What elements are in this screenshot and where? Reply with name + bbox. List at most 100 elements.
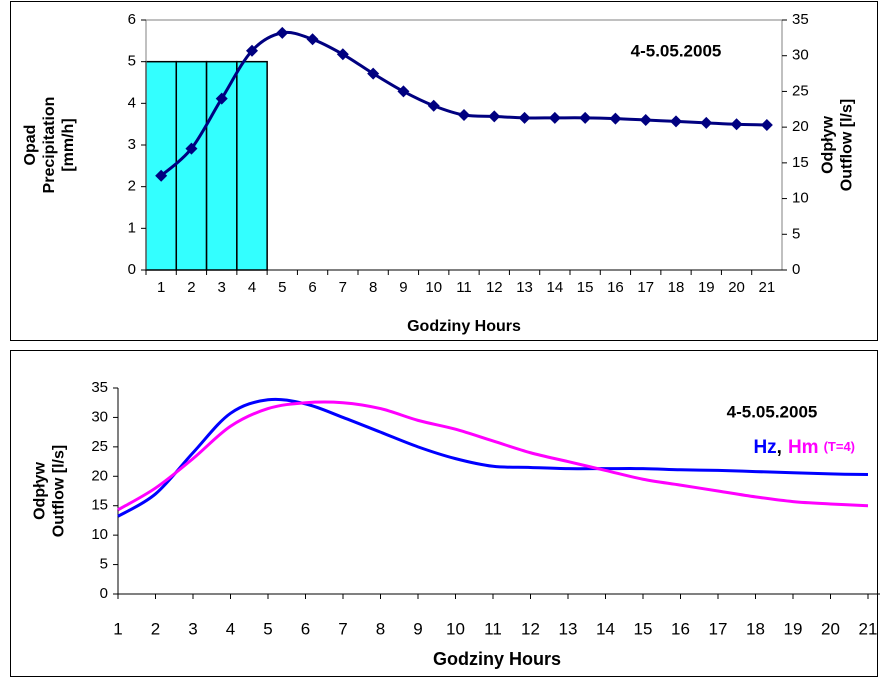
y-tick-label: 30 [91,408,108,425]
x-tick-label: 7 [339,279,347,296]
legend-entry: Hz [753,437,776,458]
line [117,400,869,512]
marker [427,99,440,112]
x-tick-label: 11 [484,619,502,638]
x-tick-label: 1 [113,619,122,638]
x-tick-label: 6 [308,279,316,296]
x-tick-label: 14 [596,619,615,638]
x-tick-label: 5 [278,279,286,296]
x-tick-label: 5 [263,619,272,638]
x-tick-label: 17 [709,619,728,638]
marker [609,112,622,125]
axis-title: Outflow [l/s] [839,99,856,191]
axis-title: [mm/h] [60,118,77,171]
x-tick-label: 16 [671,619,690,638]
y-tick-label: 1 [128,219,136,236]
y-tick-label: 10 [91,526,108,543]
y-tick-label: 5 [128,53,136,70]
y-tick-label: 3 [128,136,136,153]
x-tick-label: 13 [516,279,533,296]
line [117,397,869,518]
marker [306,33,319,46]
axis-title: Precipitation [41,97,58,194]
legend: Hz, Hm (T=4) [753,437,855,458]
x-tick-label: 4 [226,619,235,638]
x-axis-title: Godziny Hours [433,649,561,669]
x-tick-label: 3 [218,279,226,296]
y2-tick-label: 10 [792,190,809,207]
marker [518,111,531,124]
marker [639,114,652,126]
x-tick-label: 10 [425,279,442,296]
axis-title: Odpływ [820,116,837,174]
axis-title: Odpływ [32,462,49,520]
chart-title: 4-5.05.2005 [727,402,818,421]
x-tick-label: 16 [607,279,624,296]
x-tick-label: 21 [859,619,878,638]
legend-separator: , [777,437,782,458]
marker [458,109,470,121]
y2-tick-label: 25 [792,82,809,99]
panel-frame [10,1,878,341]
y-tick-label: 25 [91,438,108,455]
x-tick-label: 19 [698,279,715,296]
x-tick-label: 9 [413,619,422,638]
x-tick-label: 12 [486,279,503,296]
axis-title: Opad [22,125,39,166]
x-tick-label: 20 [728,279,745,296]
bar [236,60,268,271]
x-tick-label: 14 [547,279,564,296]
x-tick-label: 12 [521,619,540,638]
x-tick-label: 13 [559,619,578,638]
marker [336,48,349,61]
x-tick-label: 6 [301,619,310,638]
y-tick-label: 15 [91,497,108,514]
x-tick-label: 1 [157,279,165,296]
x-tick-label: 18 [746,619,765,638]
x-tick-label: 11 [456,279,472,296]
x-tick-label: 19 [784,619,803,638]
y-tick-label: 0 [100,585,108,602]
bar [175,60,208,271]
x-tick-label: 17 [637,279,654,296]
y2-tick-label: 5 [792,225,800,242]
marker [215,92,228,105]
x-tick-label: 20 [821,619,840,638]
chart-title: 4-5.05.2005 [631,41,722,60]
x-axis-title: Godziny Hours [407,318,521,335]
y2-tick-label: 35 [792,11,809,28]
x-tick-label: 10 [446,619,465,638]
marker [760,119,773,131]
y2-tick-label: 0 [792,261,800,278]
legend-note: (T=4) [824,439,855,454]
x-tick-label: 9 [399,279,407,296]
marker [488,110,501,123]
y-tick-label: 35 [91,379,108,396]
marker [367,67,380,80]
x-tick-label: 15 [634,619,653,638]
y-tick-label: 20 [91,467,108,484]
marker [548,111,561,124]
y-tick-label: 2 [128,178,136,195]
marker [155,169,168,182]
x-tick-label: 2 [151,619,160,638]
x-tick-label: 15 [577,279,594,296]
marker [730,118,743,131]
y-tick-label: 6 [128,11,136,28]
marker [185,142,198,155]
axis-title: Outflow [l/s] [51,445,68,537]
y-tick-label: 0 [128,261,136,278]
y2-tick-label: 20 [792,118,809,135]
marker [700,116,713,129]
x-tick-label: 8 [376,619,385,638]
x-tick-label: 2 [187,279,195,296]
y2-tick-label: 30 [792,47,809,64]
x-tick-label: 21 [759,279,776,296]
marker [579,111,592,124]
x-tick-label: 18 [668,279,685,296]
marker [670,115,682,128]
y2-tick-label: 15 [792,154,809,171]
marker [246,44,258,57]
x-tick-label: 4 [248,279,256,296]
